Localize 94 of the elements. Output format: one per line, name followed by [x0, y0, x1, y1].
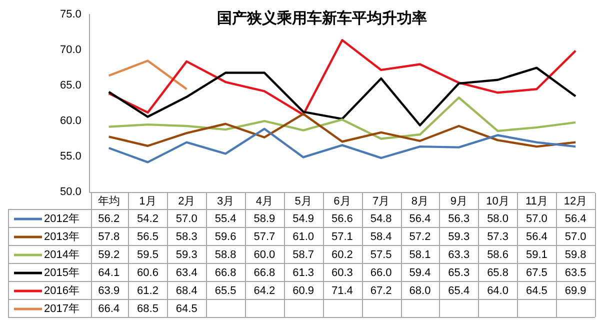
data-label: 66.0	[370, 267, 392, 280]
x-tick-label: 5月	[294, 196, 312, 208]
legend-label: 2017年	[44, 303, 80, 316]
data-label: 56.6	[331, 213, 353, 226]
x-tick-label: 8月	[411, 196, 429, 208]
y-tick-label: 70.0	[60, 44, 82, 56]
data-label: 55.4	[214, 213, 236, 226]
data-label: 60.9	[292, 285, 314, 298]
data-label: 64.5	[176, 303, 198, 316]
y-tick-label: 75.0	[60, 8, 82, 21]
data-label: 58.9	[254, 213, 276, 226]
data-label: 66.8	[214, 267, 236, 280]
data-label: 56.4	[564, 213, 586, 226]
x-tick-label: 年均	[98, 196, 120, 208]
data-label: 57.8	[98, 231, 120, 244]
data-label: 60.6	[137, 267, 158, 280]
data-label: 56.5	[137, 231, 158, 244]
data-label: 59.6	[214, 231, 236, 244]
data-label: 61.3	[292, 267, 314, 280]
legend-label: 2013年	[44, 231, 80, 244]
x-tick-label: 7月	[372, 196, 390, 208]
x-tick-label: 12月	[564, 196, 588, 208]
data-label: 59.5	[137, 249, 158, 262]
data-label: 66.8	[254, 267, 276, 280]
data-label: 58.0	[487, 213, 508, 226]
x-tick-label: 1月	[139, 196, 156, 208]
data-label: 68.4	[176, 285, 198, 298]
data-label: 58.6	[487, 249, 508, 262]
data-label: 63.3	[448, 249, 470, 262]
data-label: 54.8	[370, 213, 392, 226]
data-label: 65.3	[448, 267, 470, 280]
y-tick-label: 65.0	[60, 80, 82, 92]
data-label: 63.9	[98, 285, 120, 298]
legend-label: 2015年	[44, 267, 80, 280]
data-label: 63.5	[564, 267, 586, 280]
data-label: 68.0	[409, 285, 431, 298]
x-tick-label: 9月	[450, 196, 468, 208]
legend-label: 2012年	[44, 213, 80, 226]
data-label: 54.2	[137, 213, 158, 226]
data-label: 65.5	[214, 285, 236, 298]
data-label: 59.1	[526, 249, 548, 262]
data-label: 58.4	[370, 231, 392, 244]
data-label: 71.4	[331, 285, 353, 298]
legend-label: 2014年	[44, 249, 80, 262]
x-tick-label: 6月	[334, 196, 351, 208]
data-label: 65.4	[448, 285, 470, 298]
data-label: 67.2	[370, 285, 392, 298]
chart-title: 国产狭义乘用车新车平均升功率	[217, 8, 428, 27]
x-tick-label: 3月	[216, 196, 234, 208]
data-label: 64.5	[526, 285, 548, 298]
data-label: 54.9	[292, 213, 314, 226]
data-label: 65.8	[487, 267, 508, 280]
data-label: 56.2	[98, 213, 120, 226]
y-tick-label: 55.0	[60, 150, 82, 163]
data-label: 56.3	[448, 213, 470, 226]
data-label: 61.0	[292, 231, 314, 244]
data-label: 57.0	[564, 231, 586, 244]
data-label: 63.4	[176, 267, 198, 280]
data-label: 64.1	[98, 267, 120, 280]
data-label: 57.0	[526, 213, 548, 226]
data-label: 57.5	[370, 249, 392, 262]
data-label: 57.3	[487, 231, 508, 244]
legend-label: 2016年	[44, 285, 80, 298]
y-tick-label: 60.0	[60, 115, 82, 128]
data-label: 59.3	[448, 231, 470, 244]
data-label: 64.0	[487, 285, 508, 298]
data-label: 58.3	[176, 231, 198, 244]
data-label: 59.3	[176, 249, 198, 262]
data-label: 57.7	[254, 231, 276, 244]
data-label: 60.3	[331, 267, 353, 280]
data-label: 56.4	[526, 231, 548, 244]
data-label: 60.0	[254, 249, 276, 262]
x-tick-label: 11月	[525, 196, 548, 208]
x-tick-label: 10月	[486, 196, 510, 208]
data-label: 57.0	[176, 213, 198, 226]
data-label: 64.2	[254, 285, 276, 298]
data-label: 56.4	[409, 213, 431, 226]
data-label: 66.4	[98, 303, 120, 316]
x-tick-label: 2月	[178, 196, 196, 208]
data-label: 57.1	[331, 231, 353, 244]
data-label: 67.5	[526, 267, 548, 280]
data-label: 57.2	[409, 231, 431, 244]
data-label: 60.2	[331, 249, 353, 262]
data-label: 58.1	[409, 249, 431, 262]
data-label: 68.5	[137, 303, 158, 316]
y-tick-label: 50.0	[60, 186, 82, 198]
data-label: 59.2	[98, 249, 120, 262]
data-label: 58.8	[214, 249, 236, 262]
x-tick-label: 4月	[256, 196, 273, 208]
data-label: 59.4	[409, 267, 431, 280]
data-label: 59.8	[564, 249, 586, 262]
data-label: 58.7	[292, 249, 314, 262]
data-label: 69.9	[564, 285, 586, 298]
data-label: 61.2	[137, 285, 158, 298]
